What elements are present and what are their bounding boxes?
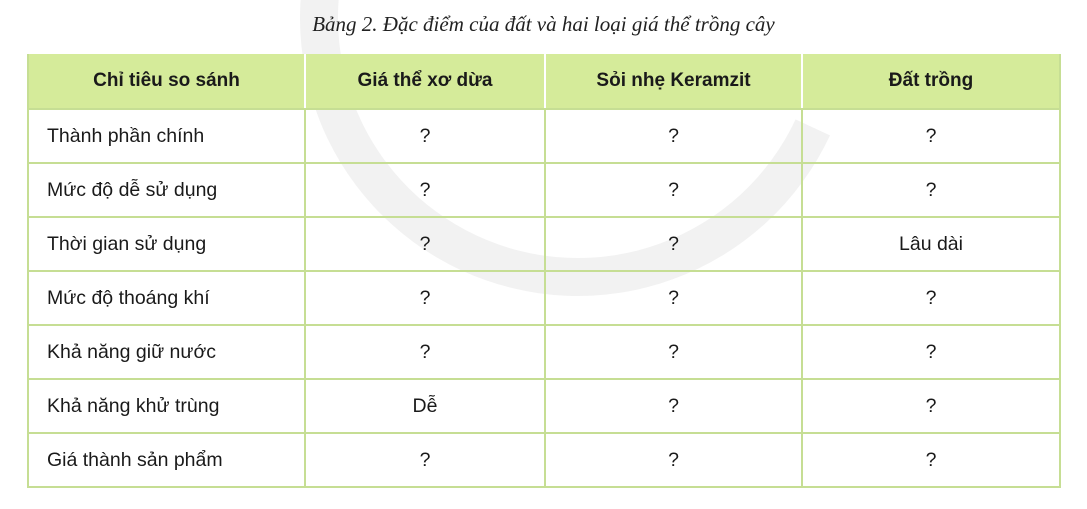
header-cell: Chỉ tiêu so sánh (27, 54, 306, 110)
table-cell: ? (544, 108, 803, 164)
table-row: Giá thành sản phẩm??? (27, 432, 1061, 488)
header-cell: Sỏi nhẹ Keramzit (544, 54, 803, 110)
table-row: Khả năng giữ nước??? (27, 324, 1061, 380)
table-cell: ? (544, 378, 803, 434)
row-label-cell: Mức độ thoáng khí (27, 270, 306, 326)
table-cell: ? (544, 324, 803, 380)
table-cell: ? (544, 162, 803, 218)
row-label-cell: Mức độ dễ sử dụng (27, 162, 306, 218)
header-row: Chỉ tiêu so sánh Giá thể xơ dừa Sỏi nhẹ … (27, 54, 1061, 110)
table-cell: ? (304, 324, 546, 380)
row-label-cell: Giá thành sản phẩm (27, 432, 306, 488)
table-cell: ? (801, 162, 1061, 218)
table-cell: ? (801, 324, 1061, 380)
row-label-cell: Khả năng khử trùng (27, 378, 306, 434)
table-cell: ? (801, 378, 1061, 434)
table-caption: Bảng 2. Đặc điểm của đất và hai loại giá… (312, 12, 775, 36)
table-cell: ? (544, 216, 803, 272)
table-row: Khả năng khử trùng Dễ?? (27, 378, 1061, 434)
table-cell: ? (544, 270, 803, 326)
table-cell: ? (304, 162, 546, 218)
row-label-cell: Thành phần chính (27, 108, 306, 164)
table-cell: ? (304, 432, 546, 488)
table-row: Mức độ thoáng khí??? (27, 270, 1061, 326)
row-label-cell: Khả năng giữ nước (27, 324, 306, 380)
row-label-cell: Thời gian sử dụng (27, 216, 306, 272)
table-cell: ? (801, 432, 1061, 488)
table-cell: ? (544, 432, 803, 488)
table-cell: ? (801, 270, 1061, 326)
table-cell: ? (304, 216, 546, 272)
table-cell: Lâu dài (801, 216, 1061, 272)
table-cell: Dễ (304, 378, 546, 434)
table-cell: ? (801, 108, 1061, 164)
table-row: Thời gian sử dụng?? Lâu dài (27, 216, 1061, 272)
header-cell: Đất trồng (801, 54, 1061, 110)
comparison-table: Chỉ tiêu so sánh Giá thể xơ dừa Sỏi nhẹ … (27, 54, 1061, 488)
table-cell: ? (304, 108, 546, 164)
table-row: Mức độ dễ sử dụng??? (27, 162, 1061, 218)
table-cell: ? (304, 270, 546, 326)
header-cell: Giá thể xơ dừa (304, 54, 546, 110)
table-row: Thành phần chính??? (27, 108, 1061, 164)
